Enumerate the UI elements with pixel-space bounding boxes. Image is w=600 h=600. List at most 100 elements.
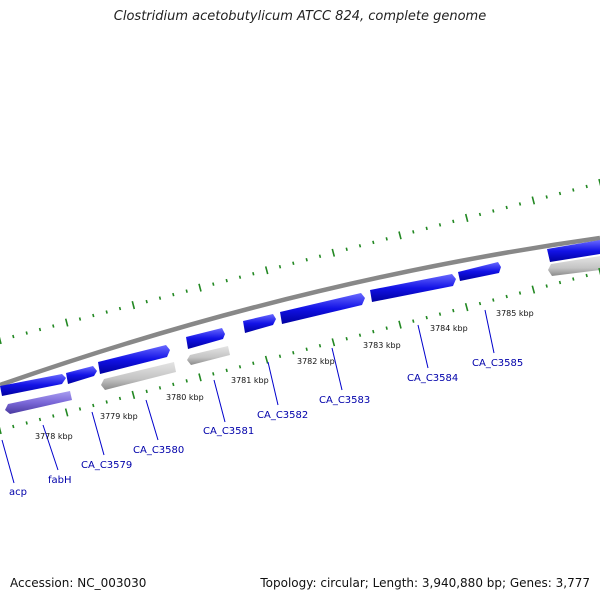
gene-leader-lines [1,309,495,484]
scale-tick [78,407,82,411]
scale-tick [292,261,295,265]
scale-tick [305,347,308,351]
scale-tick [531,196,536,205]
gene-feature [547,240,600,262]
scale-tick [38,417,42,422]
scale-tick [78,317,82,321]
scale-tick [131,301,136,310]
scale-tick [572,277,575,281]
scale-tick [385,326,388,330]
genome-backbone [0,235,600,388]
gene-feature [186,328,225,349]
gene-feature [458,262,501,281]
scale-tick [358,333,362,337]
gene-labels: acp fabH CA_C3579 CA_C3580 CA_C3581 CA_C… [9,358,523,498]
scale-tick [558,280,562,285]
scale-tick [198,373,202,382]
gene-feature [187,346,230,365]
scale-tick [172,382,175,387]
scale-tick [212,372,215,376]
scale-tick [318,254,322,258]
scale-tick [64,318,69,327]
scale-tick [278,354,282,358]
scale-tick [25,331,28,335]
scale-tick [598,267,600,276]
scale-tick [492,298,495,302]
scale-tick [585,184,588,189]
gene-label-ca-c3580: CA_C3580 [133,445,184,456]
scale-tick [598,178,600,187]
scale-tick [118,306,122,311]
scale-tick [345,247,348,251]
scale-tick [145,389,148,394]
scale-tick [212,282,215,286]
scale-tick [12,334,15,339]
scale-tick [452,219,455,224]
gene-feature [370,274,456,302]
scale-tick [464,213,469,222]
scale-tick [425,315,428,320]
gene-label-acp: acp [9,487,27,498]
scale-tick [158,296,162,300]
gene-feature [280,293,365,324]
scale-tick [438,223,442,227]
scale-tick [531,285,536,294]
scale-tick [372,329,375,334]
scale-tick [545,195,548,199]
scale-tick [412,319,415,323]
scale-tick [345,337,348,341]
scale-tick [518,202,522,206]
scale-tick [505,205,508,210]
scale-tick [64,408,69,417]
scale-tick [38,327,42,332]
scale-tick [52,414,55,418]
scale-tick [398,320,402,329]
gene-label-ca-c3585: CA_C3585 [472,358,523,369]
map-title: Clostridium acetobutylicum ATCC 824, com… [113,9,487,24]
scale-tick [105,310,108,314]
outer-tick-track [0,178,600,345]
kbp-label: 3780 kbp [166,393,204,402]
gene-feature [0,374,66,396]
scale-tick [252,361,255,365]
scale-tick [305,258,308,262]
scale-tick [185,379,188,383]
scale-tick [225,278,228,283]
scale-tick [0,336,2,345]
scale-tick [264,266,269,275]
gene-label-ca-c3584: CA_C3584 [407,373,458,384]
kbp-label: 3778 kbp [35,432,73,441]
kbp-label: 3785 kbp [496,309,534,318]
scale-tick [25,421,28,425]
scale-tick [12,424,15,429]
scale-tick [478,301,482,306]
scale-tick [118,396,122,401]
gene-feature [98,345,170,374]
scale-tick [412,230,415,234]
gene-feature [5,391,72,414]
scale-tick [105,400,108,404]
kbp-label: 3783 kbp [363,341,401,350]
gene-feature [101,362,176,390]
gene-feature [66,366,97,384]
scale-tick [131,390,136,400]
scale-tick [518,291,522,295]
scale-tick [198,283,202,292]
kbp-label: 3779 kbp [100,412,138,421]
scale-tick [0,426,2,435]
scale-tick [292,351,295,355]
kbp-labels: 3778 kbp 3779 kbp 3780 kbp 3781 kbp 3782… [35,309,534,441]
kbp-label: 3782 kbp [297,357,335,366]
gene-label-ca-c3583: CA_C3583 [319,395,370,406]
scale-tick [252,272,255,276]
scale-tick [385,237,388,241]
inner-tick-track [0,267,600,435]
gene-label-ca-c3581: CA_C3581 [203,426,254,437]
topology-text: Topology: circular; Length: 3,940,880 bp… [260,576,590,590]
gene-label-ca-c3582: CA_C3582 [257,410,308,421]
scale-tick [478,212,482,217]
scale-tick [278,265,282,269]
scale-tick [185,289,188,293]
gene-label-ca-c3579: CA_C3579 [81,460,132,471]
